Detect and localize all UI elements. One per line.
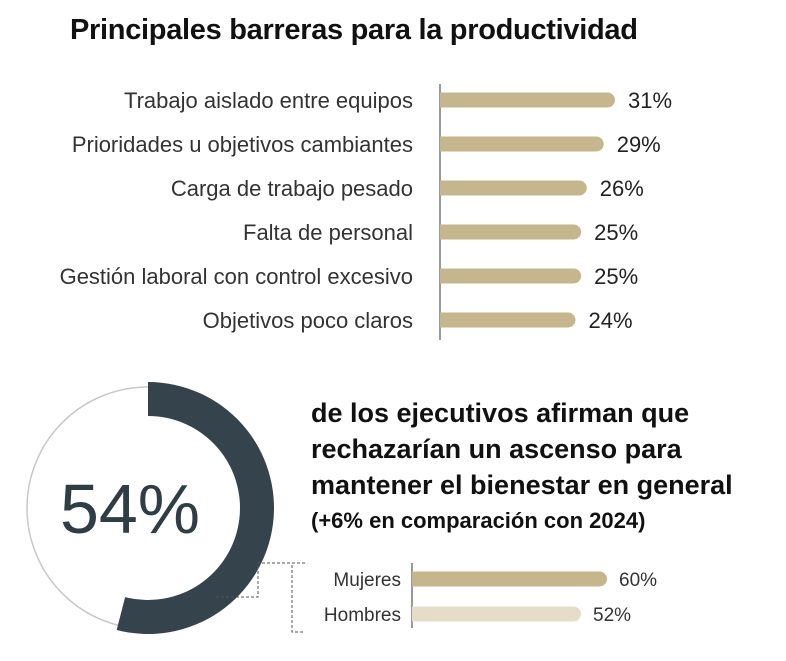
bar xyxy=(440,136,604,152)
bar-label: Falta de personal xyxy=(243,220,413,245)
donut-slice xyxy=(116,382,274,634)
bar-label: Prioridades u objetivos cambiantes xyxy=(72,132,413,157)
sub-bar-value-label: 52% xyxy=(593,605,631,626)
donut-center-value: 54% xyxy=(60,470,200,548)
bar-value-label: 25% xyxy=(594,220,638,245)
stat-note: (+6% en comparación con 2024) xyxy=(311,508,646,533)
bar-label: Carga de trabajo pesado xyxy=(171,176,413,201)
sub-bar-label: Mujeres xyxy=(333,570,401,591)
chart-title: Principales barreras para la productivid… xyxy=(70,14,638,46)
bar-value-label: 29% xyxy=(617,132,661,157)
bar-value-label: 25% xyxy=(594,264,638,289)
sub-bar-value-label: 60% xyxy=(619,570,657,591)
bar-label: Gestión laboral con control excesivo xyxy=(60,264,413,289)
bar-label: Trabajo aislado entre equipos xyxy=(124,88,413,113)
barriers-bar-chart: Trabajo aislado entre equipos 31% Priorida… xyxy=(60,84,672,340)
bar-value-label: 24% xyxy=(588,308,632,333)
bar xyxy=(440,180,587,196)
bar xyxy=(440,92,616,108)
stat-headline: de los ejecutivos afirman que rechazaría… xyxy=(311,398,733,500)
bracket-line xyxy=(291,562,305,633)
bar-label: Objetivos poco claros xyxy=(203,308,413,333)
sub-bar-label: Hombres xyxy=(324,605,401,626)
sub-bar xyxy=(412,571,607,587)
bar-value-label: 26% xyxy=(600,176,644,201)
bar xyxy=(440,268,582,284)
sub-bar xyxy=(412,606,581,622)
promotion-donut-chart: 54% xyxy=(26,382,274,634)
bar-value-label: 31% xyxy=(628,88,672,113)
bar xyxy=(440,312,576,328)
connector-line xyxy=(216,562,305,598)
bar xyxy=(440,224,582,240)
